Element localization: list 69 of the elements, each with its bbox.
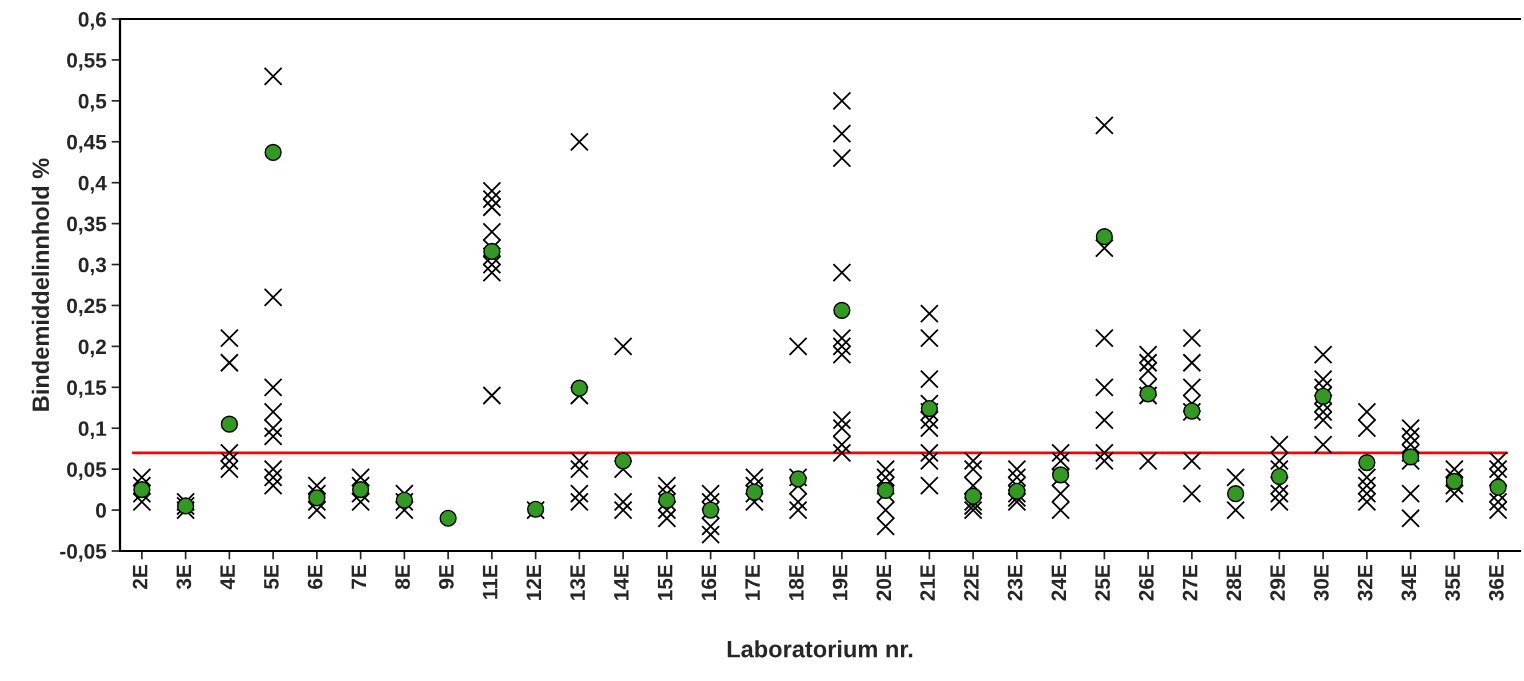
point <box>1445 472 1463 491</box>
x-tick-label: 36E <box>1488 565 1504 601</box>
x-tick-label: 23E <box>1007 565 1023 601</box>
point <box>964 487 982 505</box>
x-tick-label: 34E <box>1401 565 1417 601</box>
point <box>877 481 895 500</box>
y-tick-label: 0,25 <box>67 298 107 317</box>
point <box>1008 482 1026 500</box>
x-tick-label: 2E <box>132 565 148 589</box>
x-tick-label: 22E <box>963 565 979 601</box>
x-tick-label: 29E <box>1270 565 1285 601</box>
y-tick-label: 0,6 <box>78 12 107 30</box>
x-tick-label: 6E <box>307 565 323 589</box>
y-tick-label: 0,05 <box>67 462 107 480</box>
y-tick-label: 0,3 <box>78 257 107 276</box>
x-tick-label: 4E <box>220 565 235 590</box>
point <box>1402 448 1420 466</box>
point <box>308 489 326 507</box>
y-tick-label: 0 <box>96 503 106 518</box>
y-tick-label: 0,35 <box>67 216 107 235</box>
point <box>133 481 151 499</box>
point <box>439 509 457 527</box>
x-tick-label: 28E <box>1226 565 1242 601</box>
x-tick-label: 9E <box>438 565 454 589</box>
y-tick-label: 0,45 <box>67 134 107 153</box>
point <box>833 301 851 319</box>
y-tick-label: 0,4 <box>78 175 107 194</box>
y-tick-label: -0,05 <box>60 544 107 562</box>
y-tick-label: 0,55 <box>67 52 107 71</box>
x-tick-label: 5E <box>264 565 279 590</box>
y-tick-label: 0,5 <box>78 93 107 112</box>
point <box>1358 453 1376 472</box>
point <box>1227 485 1245 503</box>
x-tick-label: 7E <box>351 565 367 589</box>
point <box>570 379 588 397</box>
x-tick-label: 35E <box>1445 565 1460 601</box>
point <box>352 481 370 499</box>
x-tick-label: 26E <box>1138 565 1154 601</box>
x-tick-label: 21E <box>920 565 935 601</box>
point <box>1270 467 1288 486</box>
x-tick-label: 11E <box>482 565 498 599</box>
point <box>1095 228 1113 246</box>
x-tick-label: 12E <box>526 565 542 600</box>
x-tick-label: 30E <box>1313 565 1329 601</box>
x-tick-label: 8E <box>395 565 410 590</box>
y-axis-title: Bindemiddelinnhold % <box>31 158 50 411</box>
x-tick-label: 3E <box>176 565 192 590</box>
point <box>920 399 938 418</box>
x-tick-label: 13E <box>570 565 585 600</box>
x-tick-label: 25E <box>1095 565 1110 601</box>
y-tick-label: 0,15 <box>67 380 107 399</box>
x-tick-label: 17E <box>745 565 760 600</box>
x-tick-label: 18E <box>788 565 804 600</box>
point <box>220 415 238 433</box>
x-tick-label: 20E <box>876 565 892 601</box>
point <box>614 452 632 470</box>
y-tick-label: 0,2 <box>78 339 106 358</box>
x-tick-label: 24E <box>1051 565 1067 601</box>
x-tick-label: 19E <box>832 565 848 600</box>
point <box>483 242 501 261</box>
point <box>264 143 282 162</box>
x-tick-label: 32E <box>1357 565 1373 601</box>
point <box>1489 478 1507 496</box>
x-tick-label: 16E <box>701 565 717 600</box>
x-tick-label: 14E <box>614 565 629 600</box>
x-axis-title: Laboratorium nr. <box>727 640 913 658</box>
x-tick-label: 15E <box>657 565 673 600</box>
x-tick-label: 27E <box>1182 565 1198 601</box>
y-tick-label: 0,1 <box>78 421 107 440</box>
